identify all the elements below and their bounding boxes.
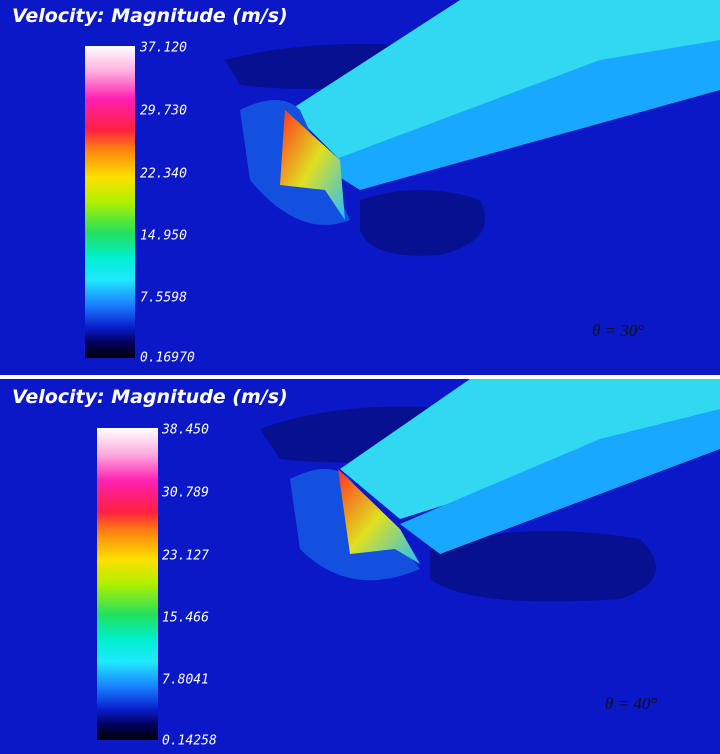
colorbar-label: 29.730 [140, 104, 187, 119]
wake [430, 531, 656, 602]
blade [338, 469, 420, 564]
blade [280, 110, 345, 220]
title: Velocity: Magnitude (m/s) [12, 386, 288, 408]
colorbar-label: 23.127 [162, 549, 209, 564]
colorbar [85, 46, 135, 358]
angle-label: θ = 30° [592, 321, 644, 340]
jet [290, 0, 720, 160]
colorbar-label: 0.16970 [140, 351, 195, 366]
colorbar-label: 15.466 [162, 611, 209, 626]
panel: Velocity: Magnitude (m/s) 38.450 30.789 … [0, 379, 720, 754]
angle-label: θ = 40° [605, 694, 657, 713]
jet [400, 409, 720, 554]
colorbar-label: 22.340 [140, 167, 187, 182]
colorbar-label: 30.789 [161, 486, 209, 501]
jet [320, 40, 720, 190]
colorbar-label: 37.120 [139, 41, 187, 56]
jet [340, 379, 720, 519]
colorbar-label: 38.450 [161, 423, 209, 438]
wake [360, 190, 485, 256]
panel: Velocity: Magnitude (m/s) 37.120 29.730 … [0, 0, 720, 375]
colorbar [97, 428, 158, 740]
colorbar-label: 7.8041 [162, 673, 209, 688]
colorbar-label: 14.950 [140, 229, 187, 244]
colorbar-label: 7.5598 [140, 291, 187, 306]
colorbar-label: 0.14258 [162, 734, 217, 749]
title: Velocity: Magnitude (m/s) [12, 5, 288, 27]
